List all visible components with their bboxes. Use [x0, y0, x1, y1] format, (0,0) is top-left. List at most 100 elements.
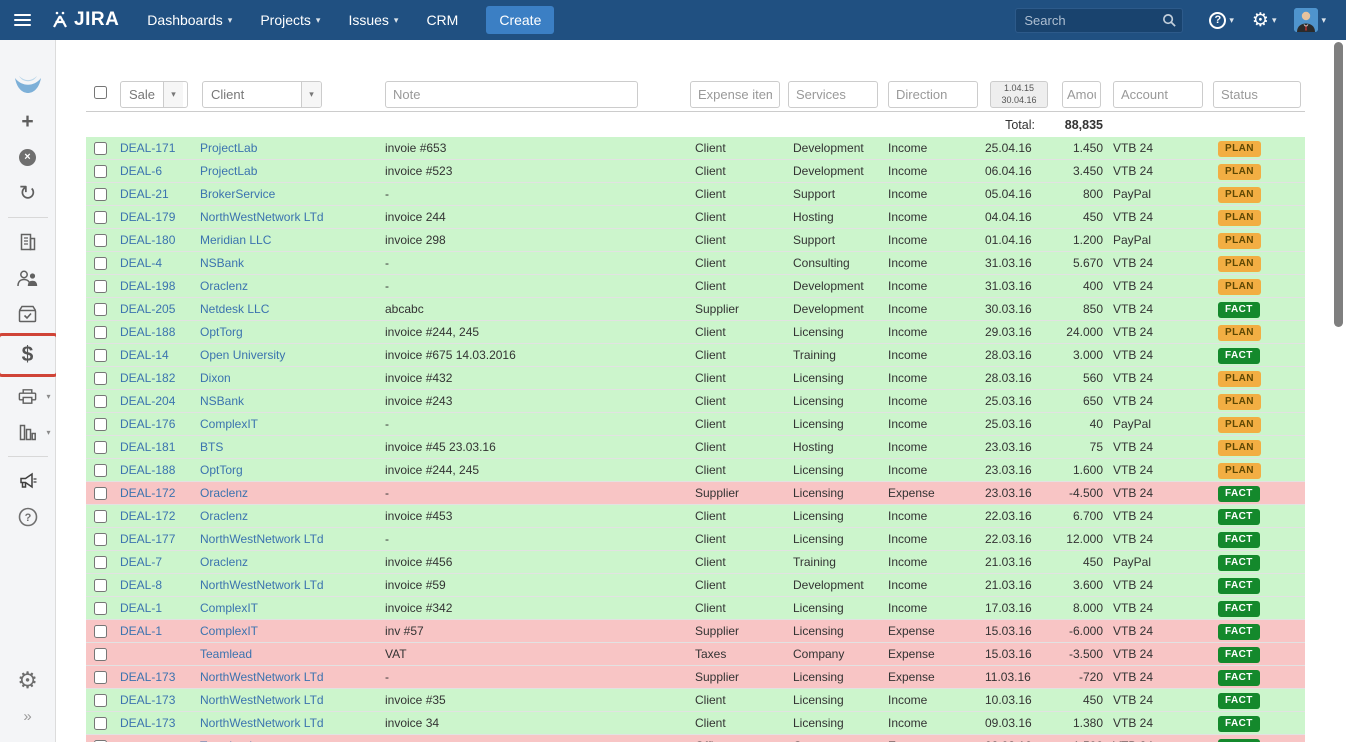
- deal-link[interactable]: DEAL-180: [120, 233, 176, 247]
- row-checkbox[interactable]: [94, 556, 107, 570]
- chevron-down-icon[interactable]: ▾: [301, 82, 321, 107]
- status-badge[interactable]: FACT: [1218, 347, 1260, 364]
- row-checkbox[interactable]: [94, 303, 107, 317]
- row-checkbox[interactable]: [94, 372, 107, 386]
- client-link[interactable]: NorthWestNetwork LTd: [200, 693, 324, 707]
- contacts-icon[interactable]: [8, 261, 48, 295]
- status-badge[interactable]: PLAN: [1218, 462, 1261, 479]
- help-menu[interactable]: ? ▾: [1203, 8, 1240, 33]
- client-link[interactable]: ComplexIT: [200, 601, 259, 615]
- client-link[interactable]: Oraclenz: [200, 486, 249, 500]
- status-badge[interactable]: PLAN: [1218, 255, 1261, 272]
- deal-link[interactable]: DEAL-173: [120, 693, 176, 707]
- client-link[interactable]: BrokerService: [200, 187, 276, 201]
- deal-link[interactable]: DEAL-171: [120, 141, 176, 155]
- status-badge[interactable]: FACT: [1218, 715, 1260, 732]
- chevron-down-icon[interactable]: ▾: [163, 82, 184, 107]
- client-filter-dropdown[interactable]: Client ▾: [202, 81, 322, 108]
- deal-link[interactable]: DEAL-198: [120, 279, 176, 293]
- help-icon[interactable]: ?: [8, 500, 48, 534]
- client-link[interactable]: Netdesk LLC: [200, 302, 270, 316]
- deal-link[interactable]: DEAL-172: [120, 486, 176, 500]
- deal-link[interactable]: DEAL-177: [120, 532, 176, 546]
- row-checkbox[interactable]: [94, 142, 107, 156]
- redo-icon[interactable]: ↻: [18, 181, 37, 205]
- client-link[interactable]: NorthWestNetwork LTd: [200, 210, 324, 224]
- row-checkbox[interactable]: [94, 625, 107, 639]
- status-badge[interactable]: FACT: [1218, 600, 1260, 617]
- status-badge[interactable]: FACT: [1218, 669, 1260, 686]
- sale-filter-dropdown[interactable]: Sale ▾: [120, 81, 188, 108]
- status-filter-input[interactable]: [1213, 81, 1301, 108]
- row-checkbox[interactable]: [94, 326, 107, 340]
- row-checkbox[interactable]: [94, 717, 107, 731]
- date-range-button[interactable]: 1.04.15 30.04.16: [990, 81, 1048, 108]
- row-checkbox[interactable]: [94, 165, 107, 179]
- client-link[interactable]: NorthWestNetwork LTd: [200, 670, 324, 684]
- client-link[interactable]: BTS: [200, 440, 224, 454]
- reports-icon[interactable]: ▾: [8, 415, 51, 449]
- hamburger-menu-icon[interactable]: [0, 0, 44, 40]
- row-checkbox[interactable]: [94, 280, 107, 294]
- row-checkbox[interactable]: [94, 441, 107, 455]
- status-badge[interactable]: PLAN: [1218, 324, 1261, 341]
- row-checkbox[interactable]: [94, 602, 107, 616]
- client-link[interactable]: ComplexIT: [200, 624, 259, 638]
- row-checkbox[interactable]: [94, 188, 107, 202]
- search-input[interactable]: [1015, 7, 1184, 33]
- row-checkbox[interactable]: [94, 234, 107, 248]
- deal-link[interactable]: DEAL-7: [120, 555, 163, 569]
- status-badge[interactable]: PLAN: [1218, 370, 1261, 387]
- status-badge[interactable]: FACT: [1218, 692, 1260, 709]
- print-icon[interactable]: ▾: [8, 379, 51, 413]
- status-badge[interactable]: FACT: [1218, 508, 1260, 525]
- status-badge[interactable]: PLAN: [1218, 439, 1261, 456]
- deal-link[interactable]: DEAL-8: [120, 578, 163, 592]
- client-link[interactable]: Teamlead: [200, 647, 253, 661]
- add-icon[interactable]: +: [21, 109, 34, 133]
- amount-filter-input[interactable]: [1062, 81, 1101, 108]
- nav-projects[interactable]: Projects ▾: [246, 0, 334, 40]
- client-link[interactable]: NSBank: [200, 394, 245, 408]
- settings-icon[interactable]: ⚙: [17, 666, 38, 693]
- client-link[interactable]: NorthWestNetwork LTd: [200, 532, 324, 546]
- products-icon[interactable]: [8, 297, 48, 331]
- row-checkbox[interactable]: [94, 740, 107, 742]
- deal-link[interactable]: DEAL-179: [120, 210, 176, 224]
- status-badge[interactable]: FACT: [1218, 623, 1260, 640]
- client-link[interactable]: Oraclenz: [200, 279, 249, 293]
- direction-filter-input[interactable]: [888, 81, 978, 108]
- status-badge[interactable]: PLAN: [1218, 186, 1261, 203]
- deal-link[interactable]: DEAL-188: [120, 325, 176, 339]
- client-link[interactable]: NorthWestNetwork LTd: [200, 578, 324, 592]
- row-checkbox[interactable]: [94, 694, 107, 708]
- row-checkbox[interactable]: [94, 464, 107, 478]
- status-badge[interactable]: FACT: [1218, 485, 1260, 502]
- client-link[interactable]: NorthWestNetwork LTd: [200, 716, 324, 730]
- teamlead-logo-icon[interactable]: [8, 68, 48, 102]
- deal-link[interactable]: DEAL-14: [120, 348, 169, 362]
- row-checkbox[interactable]: [94, 533, 107, 547]
- status-badge[interactable]: PLAN: [1218, 416, 1261, 433]
- client-link[interactable]: Open University: [200, 348, 286, 362]
- deal-link[interactable]: DEAL-1: [120, 624, 163, 638]
- nav-dashboards[interactable]: Dashboards ▾: [133, 0, 246, 40]
- megaphone-icon[interactable]: [8, 464, 48, 498]
- nav-issues[interactable]: Issues ▾: [334, 0, 412, 40]
- row-checkbox[interactable]: [94, 579, 107, 593]
- account-filter-input[interactable]: [1113, 81, 1203, 108]
- user-profile-menu[interactable]: ▾: [1288, 4, 1332, 36]
- note-filter-input[interactable]: [385, 81, 638, 108]
- deal-link[interactable]: DEAL-4: [120, 256, 163, 270]
- status-badge[interactable]: FACT: [1218, 531, 1260, 548]
- status-badge[interactable]: PLAN: [1218, 393, 1261, 410]
- expand-sidebar-icon[interactable]: »: [23, 707, 32, 725]
- status-badge[interactable]: PLAN: [1218, 232, 1261, 249]
- client-link[interactable]: ComplexIT: [200, 417, 259, 431]
- deal-link[interactable]: DEAL-6: [120, 164, 163, 178]
- deal-link[interactable]: DEAL-173: [120, 716, 176, 730]
- status-badge[interactable]: PLAN: [1218, 209, 1261, 226]
- deal-link[interactable]: DEAL-1: [120, 601, 163, 615]
- client-link[interactable]: Dixon: [200, 371, 231, 385]
- client-link[interactable]: OptTorg: [200, 325, 243, 339]
